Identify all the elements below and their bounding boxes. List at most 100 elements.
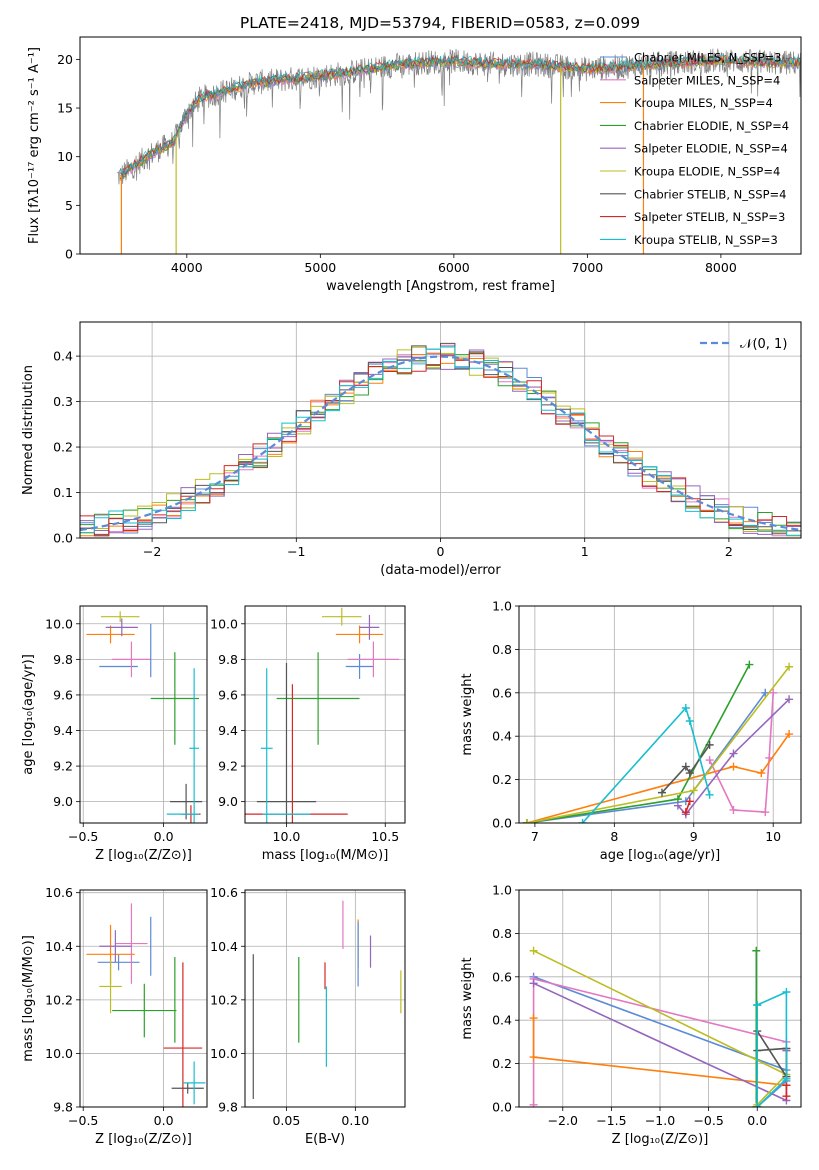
model-spectrum-salpeter_stelib xyxy=(120,54,801,176)
x-tick-label: −1.0 xyxy=(645,1113,675,1128)
y-tick-label: 9.2 xyxy=(53,759,73,774)
spectrum-title: PLATE=2418, MJD=53794, FIBERID=0583, z=0… xyxy=(240,14,640,32)
marker-chabrier_stelib xyxy=(705,740,714,749)
x-tick-label: −2.0 xyxy=(548,1113,578,1128)
series-line-salpeter_elodie xyxy=(677,698,790,816)
spectrum-panel: 4000 5000 6000 7000 8000 0 5 10 15 20 wavelength [… xyxy=(27,36,802,294)
marker-kroupa_elodie xyxy=(529,946,538,955)
y-tick-label: 5 xyxy=(65,198,73,213)
y-tick-label: 9.6 xyxy=(53,687,73,702)
y-tick-label: 9.6 xyxy=(218,687,238,702)
x-axis-label: Z [log₁₀(Z/Z⊙)] xyxy=(95,848,192,863)
plot-area xyxy=(86,611,203,823)
y-tick-label: 9.8 xyxy=(53,652,73,667)
marker-chabrier_stelib xyxy=(657,788,666,797)
series-line-kroupa_elodie xyxy=(526,666,790,823)
x-axis-label: Z [log₁₀(Z/Z⊙)] xyxy=(95,1132,192,1147)
x-axis-label: wavelength [Angstrom, rest frame] xyxy=(326,279,555,294)
marker-chabrier_miles xyxy=(761,688,770,697)
marker-salpeter_miles xyxy=(729,805,738,814)
marker-kroupa_stelib xyxy=(685,717,694,726)
y-tick-label: 15 xyxy=(57,101,73,116)
y-tick-label: 20 xyxy=(57,52,73,67)
x-tick-label: 8000 xyxy=(705,260,737,275)
y-tick-label: 10.0 xyxy=(210,1046,238,1061)
y-tick-label: 0.2 xyxy=(53,440,73,455)
x-tick-label: −0.5 xyxy=(693,1113,723,1128)
series-line-kroupa_miles xyxy=(526,733,790,823)
legend-label-kroupa_elodie: Kroupa ELODIE, N_SSP=4 xyxy=(634,165,780,179)
x-axis-label: (data-model)/error xyxy=(380,563,501,578)
marker-kroupa_elodie xyxy=(785,662,794,671)
marker-kroupa_elodie xyxy=(752,1103,761,1107)
x-tick-label: 10.5 xyxy=(371,829,399,844)
marker-salpeter_miles xyxy=(529,1100,538,1107)
axes-frame xyxy=(518,889,802,1108)
y-tick-label: 10.2 xyxy=(210,992,238,1007)
y-tick-label: 0.8 xyxy=(492,926,512,941)
x-axis-label: Z [log₁₀(Z/Z⊙)] xyxy=(612,1132,709,1147)
x-tick-label: −0.5 xyxy=(68,829,98,844)
y-tick-label: 0.3 xyxy=(53,394,73,409)
legend-label-chabrier_miles: Chabrier MILES, N_SSP=3 xyxy=(634,51,781,65)
x-tick-label: 6000 xyxy=(438,260,470,275)
y-tick-label: 10 xyxy=(57,149,73,164)
marker-kroupa_stelib xyxy=(753,1103,762,1107)
y-tick-label: 0.6 xyxy=(492,685,512,700)
mass-age-panel: 10.0 10.5 9.0 9.2 9.4 9.6 9.8 10.0 mass [log₁₀(M… xyxy=(210,605,406,863)
marker-kroupa_miles xyxy=(529,1014,538,1023)
histogram-chabrier_stelib xyxy=(80,342,801,538)
y-tick-label: 10.0 xyxy=(45,616,73,631)
ebv-mass-panel: 0.05 0.10 9.8 10.0 10.2 10.4 10.6 E(B-V) xyxy=(210,885,406,1147)
legend-label-salpeter_elodie: Salpeter ELODIE, N_SSP=4 xyxy=(634,142,788,156)
z-age-panel: −0.5 0.0 9.0 9.2 9.4 9.6 9.8 10.0 Z [log₁₀(Z/Z⊙)… xyxy=(21,605,208,863)
x-tick-label: 0.0 xyxy=(154,829,174,844)
y-tick-label: 10.0 xyxy=(45,1046,73,1061)
x-tick-label: −2 xyxy=(143,544,161,559)
x-axis-label: mass [log₁₀(M/M⊙)] xyxy=(262,848,389,863)
axes-frame xyxy=(244,889,406,1108)
x-tick-label: 0.0 xyxy=(747,1113,767,1128)
legend-label-salpeter_miles: Salpeter MILES, N_SSP=4 xyxy=(634,73,780,87)
legend-label-kroupa_miles: Kroupa MILES, N_SSP=4 xyxy=(634,96,773,110)
x-tick-label: 4000 xyxy=(171,260,203,275)
plot-area xyxy=(117,48,801,254)
y-tick-label: 9.0 xyxy=(218,794,238,809)
model-spectrum-kroupa_stelib xyxy=(119,54,801,175)
marker-salpeter_miles xyxy=(761,808,770,817)
axes-frame xyxy=(79,605,208,824)
marker-kroupa_stelib xyxy=(705,790,714,799)
marker-salpeter_stelib xyxy=(685,797,694,806)
y-axis-label: mass [log₁₀(M/M⊙)] xyxy=(21,935,36,1062)
marker-kroupa_miles xyxy=(785,730,794,739)
x-tick-label: −0.5 xyxy=(68,1113,98,1128)
y-tick-label: 9.8 xyxy=(53,1100,73,1115)
y-axis-label: Normed distribution xyxy=(21,365,36,495)
marker-kroupa_stelib xyxy=(753,1001,762,1010)
plot-area xyxy=(80,342,801,538)
marker-salpeter_miles xyxy=(769,688,778,697)
axes-frame xyxy=(79,36,802,255)
x-tick-label: 9 xyxy=(690,829,698,844)
y-tick-label: 0.4 xyxy=(492,729,512,744)
x-tick-label: 7000 xyxy=(571,260,603,275)
marker-chabrier_elodie xyxy=(752,946,761,955)
axes-frame xyxy=(518,605,802,824)
x-tick-label: 2 xyxy=(725,544,733,559)
marker-kroupa_miles xyxy=(729,762,738,771)
y-tick-label: 10.4 xyxy=(45,939,73,954)
marker-salpeter_elodie xyxy=(729,749,738,758)
y-tick-label: 0.6 xyxy=(492,969,512,984)
x-tick-label: 5000 xyxy=(304,260,336,275)
marker-kroupa_stelib xyxy=(782,1074,791,1083)
x-tick-label: −1.5 xyxy=(596,1113,626,1128)
marker-salpeter_stelib xyxy=(782,1092,791,1101)
y-axis-label: Flux [fλ10⁻¹⁷ erg cm⁻² s⁻¹ A⁻¹] xyxy=(27,47,42,244)
y-tick-label: 0.8 xyxy=(492,642,512,657)
y-tick-label: 10.4 xyxy=(210,939,238,954)
y-axis-label: mass weight xyxy=(460,673,475,755)
residual-panel: −2 −1 0 1 2 0.0 0.1 0.2 0.3 0.4 (data-model)/error… xyxy=(21,321,802,578)
x-axis-label: age [log₁₀(age/yr)] xyxy=(600,848,721,863)
y-tick-label: 0.0 xyxy=(53,531,73,546)
y-axis-label: mass weight xyxy=(460,957,475,1039)
